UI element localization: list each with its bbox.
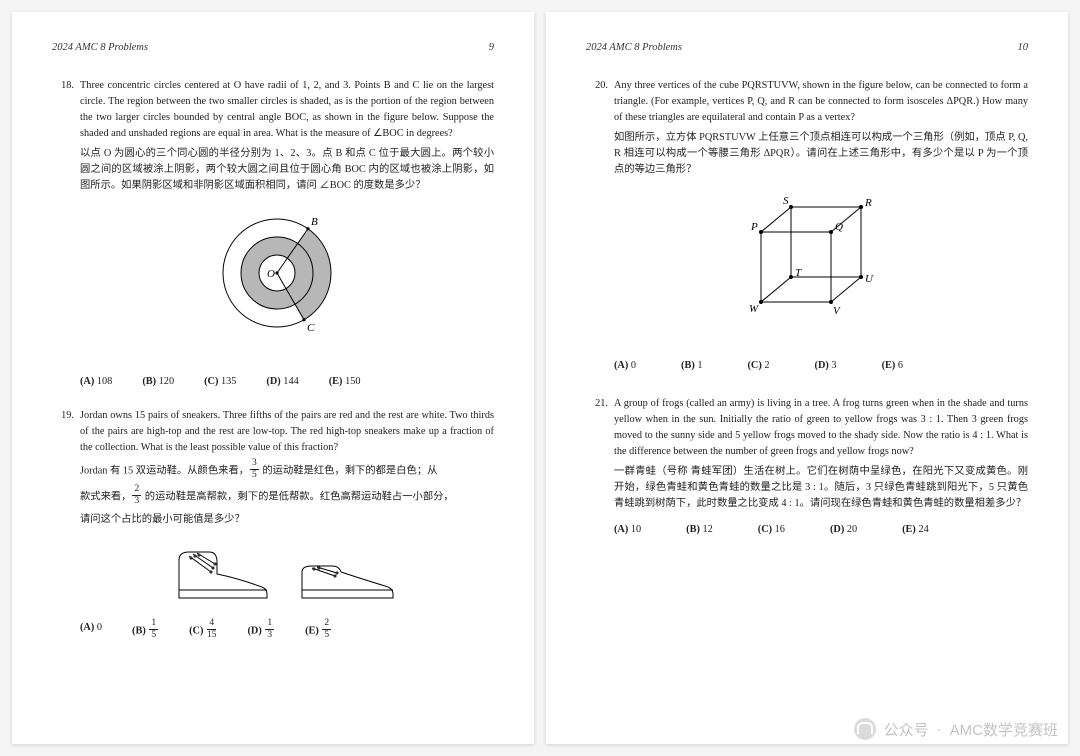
problem-body: Jordan owns 15 pairs of sneakers. Three … [80,408,494,642]
choice-B: (B) 12 [686,522,713,538]
problem-text-zh: 以点 O 为圆心的三个同心圆的半径分别为 1、2、3。点 B 和点 C 位于最大… [80,146,494,194]
choice-A: (A) 108 [80,374,112,390]
choice-D: (D) 20 [830,522,857,538]
choice-E: (E) 6 [882,358,903,374]
header-title: 2024 AMC 8 Problems [586,40,682,56]
problem-text-zh: 款式来看，23 的运动鞋是高帮款，剩下的是低帮款。红色高帮运动鞋占一小部分， [80,486,494,508]
choices-21: (A) 10 (B) 12 (C) 16 (D) 20 (E) 24 [614,522,1028,538]
label-S: S [783,195,789,207]
figure-cube: P Q R S T U V W [614,192,1028,348]
problem-21: 21. A group of frogs (called an army) is… [586,396,1028,538]
fraction: 35 [250,459,259,481]
choice-D: (D) 144 [266,374,298,390]
label-T: T [795,267,802,279]
label-U: U [865,273,874,285]
choice-B: (B) 120 [142,374,174,390]
problem-19: 19. Jordan owns 15 pairs of sneakers. Th… [52,408,494,642]
choice-A: (A) 0 [80,620,102,642]
label-V: V [833,305,841,317]
choice-C: (C) 2 [748,358,770,374]
choice-C: (C) 135 [204,374,236,390]
choices-20: (A) 0 (B) 1 (C) 2 (D) 3 (E) 6 [614,358,1028,374]
problem-text-zh: 一群青蛙（号称 青蛙军团）生活在树上。它们在树荫中呈绿色，在阳光下又变成黄色。刚… [614,464,1028,512]
choice-C: (C) 415 [189,620,217,642]
fraction: 23 [132,485,141,507]
choice-A: (A) 0 [614,358,636,374]
problem-body: Three concentric circles centered at O h… [80,78,494,390]
problem-body: Any three vertices of the cube PQRSTUVW,… [614,78,1028,374]
label-O: O [267,268,275,280]
problem-number: 21. [586,396,614,538]
page-header: 2024 AMC 8 Problems 10 [586,40,1028,56]
choice-E: (E) 24 [902,522,929,538]
problem-number: 20. [586,78,614,374]
problem-text-zh: 如图所示，立方体 PQRSTUVW 上任意三个顶点相连可以构成一个三角形（例如，… [614,130,1028,178]
page-spread: 2024 AMC 8 Problems 9 18. Three concentr… [0,0,1080,756]
watermark-name: AMC数学竞赛班 [950,719,1058,740]
page-left: 2024 AMC 8 Problems 9 18. Three concentr… [12,12,534,744]
figure-circles: O B C [80,208,494,364]
label-B: B [311,216,318,228]
problem-number: 19. [52,408,80,642]
choice-E: (E) 150 [329,374,361,390]
page-right: 2024 AMC 8 Problems 10 20. Any three ver… [546,12,1068,744]
problem-text-en: Three concentric circles centered at O h… [80,78,494,142]
header-title: 2024 AMC 8 Problems [52,40,148,56]
page-number: 10 [1018,40,1029,56]
problem-text-en: A group of frogs (called an army) is liv… [614,396,1028,460]
choice-D: (D) 3 [815,358,837,374]
choices-18: (A) 108 (B) 120 (C) 135 (D) 144 (E) 150 [80,374,494,390]
watermark-label: 公众号 [884,719,929,740]
problem-18: 18. Three concentric circles centered at… [52,78,494,390]
label-R: R [864,197,872,209]
problem-text-en: Any three vertices of the cube PQRSTUVW,… [614,78,1028,126]
label-C: C [307,322,315,334]
problem-number: 18. [52,78,80,390]
page-number: 9 [489,40,494,56]
page-header: 2024 AMC 8 Problems 9 [52,40,494,56]
label-W: W [749,303,759,315]
problem-text-zh: Jordan 有 15 双运动鞋。从颜色来看，35 的运动鞋是红色，剩下的都是白… [80,460,494,482]
choices-19: (A) 0 (B) 15 (C) 415 (D) 13 (E) 25 [80,620,494,642]
wechat-icon [854,718,876,740]
watermark: 公众号 · AMC数学竞赛班 [854,718,1058,740]
choice-B: (B) 1 [681,358,702,374]
problem-text-zh: 请问这个占比的最小可能值是多少？ [80,512,494,528]
label-Q: Q [835,221,843,233]
choice-A: (A) 10 [614,522,641,538]
choice-B: (B) 15 [132,620,159,642]
choice-C: (C) 16 [758,522,785,538]
problem-body: A group of frogs (called an army) is liv… [614,396,1028,538]
problem-text-en: Jordan owns 15 pairs of sneakers. Three … [80,408,494,456]
choice-D: (D) 13 [247,620,275,642]
choice-E: (E) 25 [305,620,332,642]
figure-sneakers [80,542,494,610]
label-P: P [750,221,758,233]
problem-20: 20. Any three vertices of the cube PQRST… [586,78,1028,374]
